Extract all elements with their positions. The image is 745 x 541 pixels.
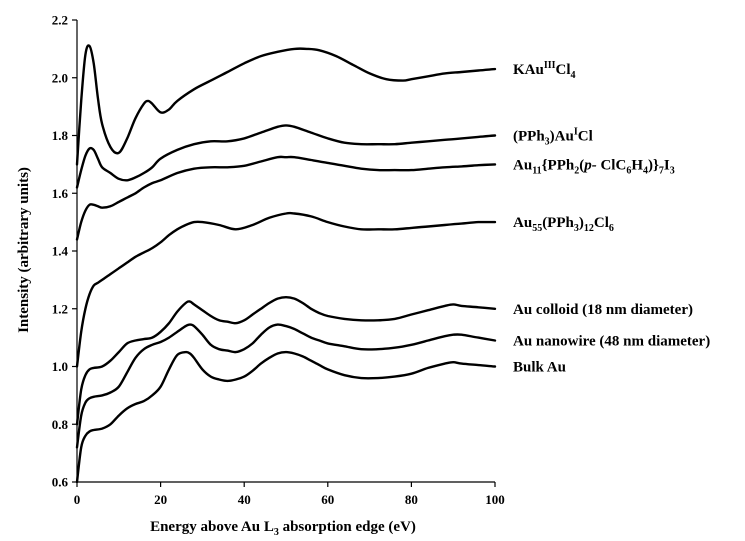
series-label-part: Bulk Au bbox=[513, 360, 566, 376]
axes bbox=[76, 20, 495, 483]
x-tick-label: 100 bbox=[485, 492, 505, 507]
series-label-part: Au bbox=[513, 157, 532, 173]
series-label-part: KAu bbox=[513, 62, 544, 78]
series-label-part: (PPh bbox=[542, 215, 574, 231]
y-tick-label: 1.4 bbox=[52, 244, 69, 259]
series-line-6 bbox=[75, 323, 497, 449]
y-tick-label: 2.0 bbox=[52, 70, 68, 85]
series-label-part: Au nanowire (48 nm diameter) bbox=[513, 334, 710, 350]
x-label-part-1: Energy above Au L bbox=[150, 519, 274, 535]
y-axis-label: Intensity (arbitrary units) bbox=[16, 167, 32, 333]
y-tick-label: 0.8 bbox=[52, 417, 69, 432]
series-label-part: H bbox=[631, 157, 643, 173]
series-label-part: Cl bbox=[578, 129, 593, 145]
y-tick-label: 1.6 bbox=[52, 186, 69, 201]
series-label-part: 3 bbox=[545, 137, 550, 148]
ticks: 0 20 40 60 80 100 0.6 0.8 1.0 1.2 1.4 1.6 1.8 2.0 2.2 bbox=[52, 13, 505, 508]
series-label-part: 55 bbox=[532, 223, 542, 234]
series-label-part: 6 bbox=[609, 223, 614, 234]
x-tick-label: 40 bbox=[238, 492, 251, 507]
y-tick-label: 1.0 bbox=[52, 359, 68, 374]
series-label-6: Au nanowire (48 nm diameter) bbox=[513, 334, 710, 350]
series-label-part: 12 bbox=[584, 223, 594, 234]
series-label-part: 4 bbox=[571, 70, 576, 81]
series-line-1 bbox=[75, 44, 497, 166]
series-label-part: 3 bbox=[670, 165, 675, 176]
series-line-5 bbox=[75, 296, 497, 426]
series-label-part: Au bbox=[513, 215, 532, 231]
series-label-7: Bulk Au bbox=[513, 360, 566, 376]
series-label-5: Au colloid (18 nm diameter) bbox=[513, 302, 693, 318]
series-line-7 bbox=[75, 350, 497, 484]
series-label-part: III bbox=[544, 60, 556, 71]
y-tick-label: 0.6 bbox=[52, 475, 69, 490]
series-label-1: KAuIIICl4 bbox=[513, 60, 576, 81]
x-tick-label: 60 bbox=[321, 492, 334, 507]
series-label-part: I bbox=[574, 127, 578, 138]
series-label-4: Au55(PPh3)12Cl6 bbox=[513, 215, 614, 234]
x-tick-label: 20 bbox=[154, 492, 167, 507]
series-label-2: (PPh3)AuICl bbox=[513, 127, 593, 148]
series-label-part: ) bbox=[579, 215, 584, 231]
series-line-3 bbox=[75, 155, 497, 241]
series-line-4 bbox=[75, 211, 497, 368]
series-label-part: 7 bbox=[659, 165, 664, 176]
x-tick-label: 0 bbox=[74, 492, 81, 507]
y-tick-label: 1.8 bbox=[52, 128, 69, 143]
series-line-2 bbox=[75, 124, 497, 189]
series-label-part: ClC bbox=[597, 157, 627, 173]
series-label-part: )} bbox=[648, 157, 659, 173]
series-label-part: )Au bbox=[550, 129, 574, 145]
series-label-part: Au colloid (18 nm diameter) bbox=[513, 302, 693, 318]
series-label-part: Cl bbox=[594, 215, 609, 231]
series-label-part: 3 bbox=[574, 223, 579, 234]
series-label-part: 11 bbox=[532, 165, 541, 176]
y-tick-label: 1.2 bbox=[52, 301, 68, 316]
series-label-3: Au11{PPh2(p- ClC6H4)}7I3 bbox=[513, 157, 675, 176]
curves bbox=[75, 44, 497, 484]
series-label-part: Cl bbox=[556, 62, 571, 78]
series-label-part: I bbox=[664, 157, 670, 173]
x-label-sub: 3 bbox=[274, 527, 279, 538]
x-axis-label: Energy above Au L3 absorption edge (eV) bbox=[150, 519, 416, 538]
series-label-part: 4 bbox=[643, 165, 648, 176]
series-label-part: 2 bbox=[574, 165, 579, 176]
series-label-part: p- bbox=[582, 157, 597, 173]
y-tick-label: 2.2 bbox=[52, 13, 68, 28]
series-label-part: ( bbox=[579, 157, 584, 173]
x-label-part-2: absorption edge (eV) bbox=[279, 519, 416, 535]
x-tick-label: 80 bbox=[405, 492, 418, 507]
series-label-part: {PPh bbox=[542, 157, 575, 173]
series-label-part: 6 bbox=[626, 165, 631, 176]
series-label-part: (PPh bbox=[513, 129, 545, 145]
